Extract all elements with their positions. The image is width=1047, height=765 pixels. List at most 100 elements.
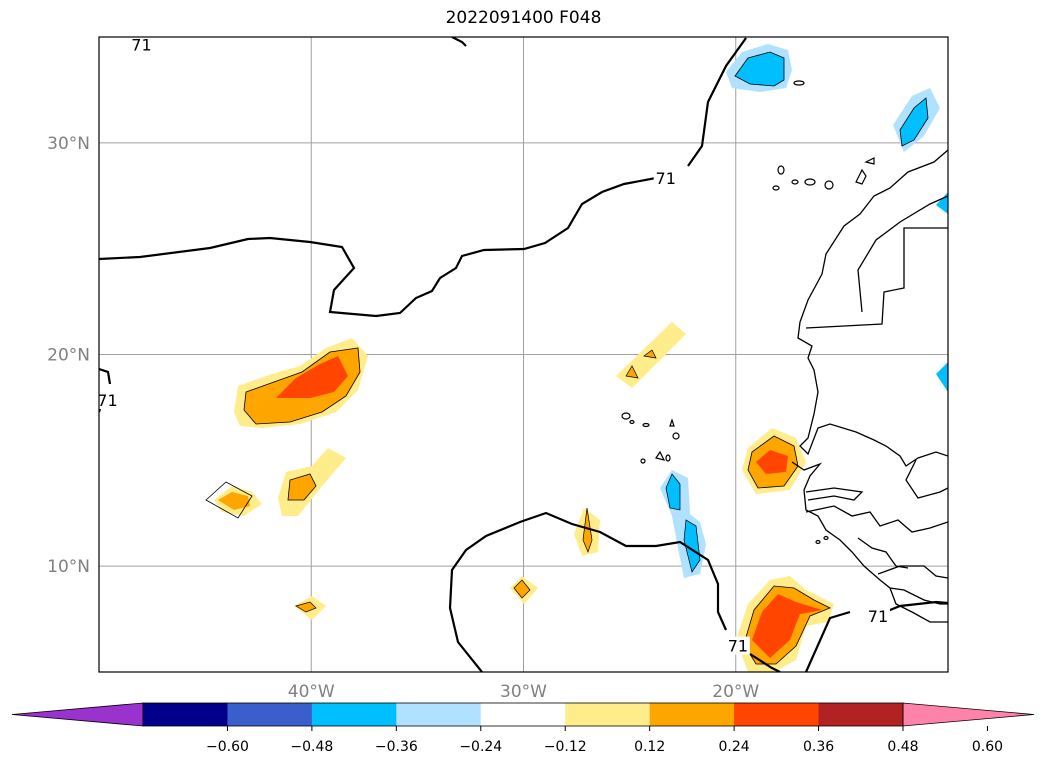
colorbar-label: 0.60 bbox=[972, 739, 1003, 755]
colorbar-label: −0.48 bbox=[290, 739, 333, 755]
island-canary bbox=[855, 168, 867, 185]
island-capeverde bbox=[629, 419, 635, 425]
anomaly-blob-pos bbox=[218, 492, 250, 510]
anomaly-blob-pos bbox=[287, 473, 317, 501]
colorbar: −0.60 −0.48 −0.36 −0.24 −0.12 0.12 0.24 0.36 0.4… bbox=[11, 702, 1035, 755]
coastline-africa bbox=[797, 149, 948, 467]
island-capeverde bbox=[665, 454, 671, 462]
colorbar-segment bbox=[143, 703, 228, 726]
colorbar-label: −0.24 bbox=[459, 739, 502, 755]
shaded-anomalies bbox=[205, 44, 948, 672]
anomaly-blob-pos bbox=[625, 365, 639, 379]
colorbar-label: 0.48 bbox=[887, 739, 918, 755]
island-capeverde bbox=[621, 412, 631, 420]
latitude-label: 20°N bbox=[47, 346, 90, 366]
contour-71 bbox=[99, 367, 112, 385]
contour-label-halo bbox=[725, 636, 750, 655]
colorbar-segment bbox=[565, 703, 651, 726]
island-madeira bbox=[793, 80, 805, 86]
latitude-label: 10°N bbox=[47, 557, 90, 577]
anomaly-blob-neg bbox=[936, 362, 948, 392]
contour-label: 71 bbox=[656, 169, 676, 188]
anomaly-blob-pos bbox=[643, 349, 657, 359]
gridlines bbox=[99, 37, 948, 672]
border bbox=[805, 505, 948, 533]
anomaly-blob-pos bbox=[276, 356, 348, 398]
contour-label: 71 bbox=[728, 637, 748, 656]
contour-71 bbox=[749, 653, 781, 672]
island-canary bbox=[772, 185, 780, 191]
colorbar-segment bbox=[227, 703, 313, 726]
colorbar-segment bbox=[734, 703, 820, 726]
island-canary bbox=[777, 165, 785, 175]
colorbar-segment bbox=[480, 703, 566, 726]
coastline-africa bbox=[791, 461, 948, 605]
contour-label: 71 bbox=[131, 35, 151, 54]
island-capeverde bbox=[655, 450, 666, 461]
anomaly-outline bbox=[205, 481, 253, 519]
contour-71 bbox=[448, 511, 728, 672]
colorbar-frame bbox=[142, 702, 904, 727]
island-canary bbox=[791, 179, 799, 185]
anomaly-blob-neg bbox=[665, 473, 681, 511]
colorbar-extend-high bbox=[902, 702, 1035, 727]
latitude-label: 30°N bbox=[47, 134, 90, 154]
anomaly-blob-pos bbox=[582, 507, 593, 553]
contour-label: 71 bbox=[97, 391, 117, 410]
contour-labels: 71 71 71 71 71 bbox=[97, 35, 890, 656]
anomaly-blob-neg bbox=[683, 519, 701, 573]
island-bissagos bbox=[823, 535, 829, 541]
longitude-label: 40°W bbox=[288, 682, 335, 702]
contour-label-halo bbox=[99, 391, 120, 410]
anomaly-blob-neg bbox=[734, 51, 785, 87]
border bbox=[805, 227, 948, 329]
latitude-labels: 30°N 20°N 10°N bbox=[47, 134, 90, 577]
border bbox=[805, 487, 864, 501]
map-frame bbox=[98, 36, 949, 673]
colorbar-label: 0.36 bbox=[803, 739, 834, 755]
contour-71 bbox=[804, 610, 851, 672]
colorbar-segment bbox=[818, 703, 904, 726]
island-capeverde bbox=[642, 422, 650, 428]
contour-label-halo bbox=[865, 606, 890, 625]
border bbox=[877, 565, 948, 579]
anomaly-blob-pos bbox=[756, 450, 788, 474]
island-capeverde bbox=[640, 458, 646, 464]
contour-71 bbox=[879, 600, 948, 616]
colorbar-label: −0.12 bbox=[544, 739, 587, 755]
island-canary bbox=[824, 180, 834, 190]
longitude-labels: 40°W 30°W 20°W bbox=[288, 682, 760, 702]
anomaly-blob-pos bbox=[513, 579, 531, 599]
contour-71 bbox=[451, 37, 467, 47]
colorbar-label: 0.24 bbox=[719, 739, 750, 755]
contour-71 bbox=[99, 176, 657, 318]
map-title: 2022091400 F048 bbox=[445, 8, 602, 28]
colorbar-segment bbox=[311, 703, 397, 726]
colorbar-label: −0.60 bbox=[206, 739, 249, 755]
island-capeverde bbox=[669, 418, 675, 427]
contour-label-halo bbox=[653, 168, 678, 187]
contour-label-halo bbox=[129, 37, 154, 54]
contour-71 bbox=[687, 37, 747, 167]
coastlines bbox=[791, 149, 948, 623]
colorbar-label: 0.12 bbox=[634, 739, 665, 755]
colorbar-segment bbox=[396, 703, 482, 726]
contour-lines bbox=[99, 37, 948, 672]
border bbox=[889, 587, 948, 623]
colorbar-label: −0.36 bbox=[375, 739, 418, 755]
island-bissagos bbox=[815, 539, 821, 545]
border bbox=[905, 459, 948, 499]
anomaly-blob-pos bbox=[295, 601, 317, 613]
map-plot-area: 71 71 71 71 71 bbox=[97, 35, 948, 672]
contour-label: 71 bbox=[868, 607, 888, 626]
longitude-label: 30°W bbox=[500, 682, 547, 702]
colorbar-segment bbox=[649, 703, 735, 726]
colorbar-extend-low bbox=[11, 702, 144, 727]
anomaly-blob-pos bbox=[752, 594, 822, 658]
border bbox=[857, 195, 948, 313]
island-capeverde bbox=[672, 432, 680, 440]
anomaly-blob-neg bbox=[899, 97, 929, 147]
island-canary bbox=[864, 157, 875, 165]
longitude-label: 20°W bbox=[712, 682, 759, 702]
